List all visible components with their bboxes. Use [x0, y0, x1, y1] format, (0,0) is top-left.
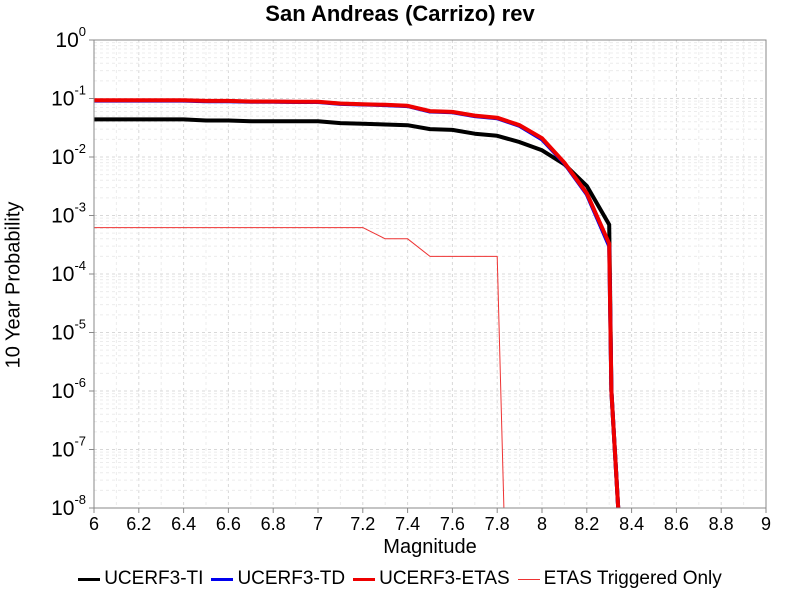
y-tick-label: 10-7 — [51, 434, 86, 462]
x-tick-label: 8 — [537, 514, 547, 534]
y-tick-label: 10-6 — [51, 375, 86, 403]
x-tick-label: 9 — [761, 514, 771, 534]
x-axis-ticks: 6 6.2 6.4 6.6 6.8 7 7.2 7.4 7.6 7.8 8 8.2 8.4 8.6 8.8 9 — [89, 508, 771, 534]
legend-label-etas-triggered-only: ETAS Triggered Only — [543, 568, 722, 589]
x-tick-label: 7.4 — [395, 514, 420, 534]
x-tick-label: 8.4 — [619, 514, 644, 534]
x-axis-label: Magnitude — [383, 536, 477, 558]
x-tick-label: 6 — [89, 514, 99, 534]
x-tick-label: 6.6 — [216, 514, 241, 534]
legend-label-ucerf3-etas: UCERF3-ETAS — [379, 568, 510, 589]
legend: UCERF3-TI UCERF3-TD UCERF3-ETAS ETAS Tri… — [0, 568, 800, 590]
grid — [93, 40, 767, 509]
x-tick-label: 6.8 — [261, 514, 286, 534]
x-tick-label: 7.2 — [350, 514, 375, 534]
x-tick-label: 7 — [313, 514, 323, 534]
y-axis-label: 10 Year Probability — [2, 201, 25, 369]
x-tick-label: 8.2 — [574, 514, 599, 534]
legend-item-ucerf3-td: UCERF3-TD — [211, 568, 345, 590]
y-tick-label: 10-3 — [51, 200, 86, 228]
x-tick-label: 6.2 — [126, 514, 151, 534]
x-tick-label: 7.6 — [440, 514, 465, 534]
x-tick-label: 8.6 — [664, 514, 689, 534]
legend-item-etas-triggered-only: ETAS Triggered Only — [517, 568, 722, 590]
y-tick-label: 10-8 — [51, 492, 86, 520]
chart-title: San Andreas (Carrizo) rev — [265, 1, 535, 26]
legend-swatch-ucerf3-etas — [353, 577, 376, 581]
legend-label-ucerf3-ti: UCERF3-TI — [104, 568, 204, 589]
legend-swatch-ucerf3-td — [211, 577, 234, 581]
y-tick-label: 10-5 — [51, 317, 86, 345]
y-tick-label: 10-1 — [51, 83, 86, 111]
legend-label-ucerf3-td: UCERF3-TD — [237, 568, 346, 589]
legend-item-ucerf3-etas: UCERF3-ETAS — [353, 568, 510, 590]
x-tick-label: 7.8 — [485, 514, 510, 534]
series-line-etas-triggered-only — [94, 227, 505, 509]
x-tick-label: 6.4 — [171, 514, 196, 534]
series-layer — [94, 98, 621, 509]
x-tick-label: 8.8 — [709, 514, 734, 534]
y-tick-label: 10-4 — [51, 258, 86, 286]
y-tick-label: 10-2 — [51, 141, 86, 169]
legend-swatch-etas-triggered-only — [517, 578, 540, 580]
series-line-ucerf3-etas — [94, 98, 621, 509]
legend-item-ucerf3-ti: UCERF3-TI — [78, 568, 203, 590]
y-tick-label: 100 — [55, 24, 86, 52]
y-axis-ticks: 100 10-1 10-2 10-3 10-4 10-5 10-6 10-7 10-8 — [51, 24, 94, 520]
legend-swatch-ucerf3-ti — [78, 577, 101, 581]
